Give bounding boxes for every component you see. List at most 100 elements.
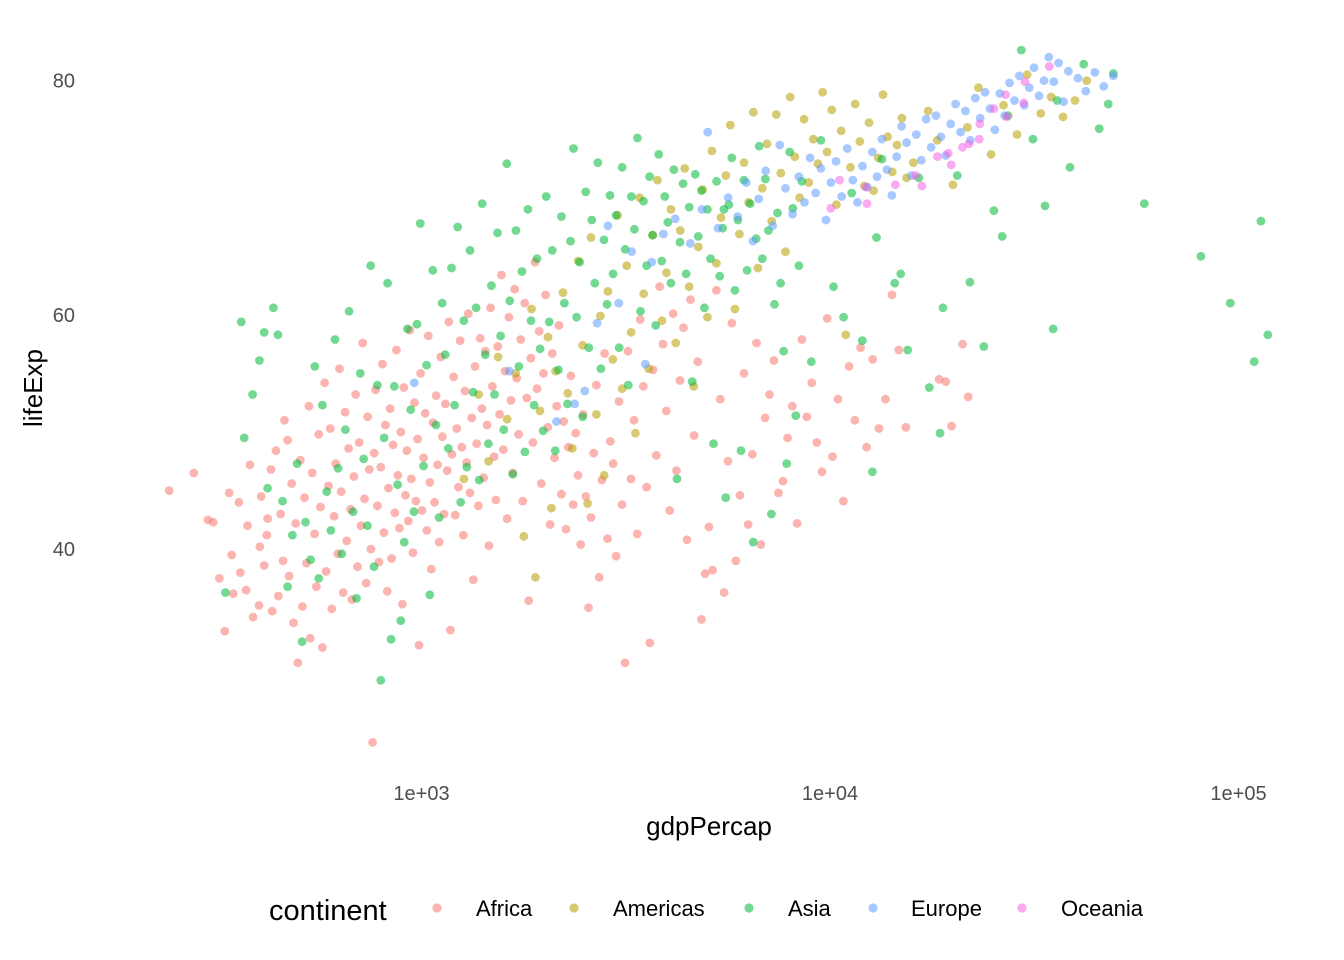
data-point bbox=[1016, 45, 1026, 55]
data-point bbox=[470, 362, 480, 371]
data-point bbox=[653, 175, 662, 185]
data-point bbox=[853, 198, 862, 207]
data-point bbox=[678, 179, 688, 189]
data-point bbox=[785, 147, 795, 157]
legend-item-oceania: Oceania bbox=[1017, 896, 1144, 921]
data-point bbox=[946, 119, 956, 129]
data-point bbox=[245, 460, 255, 470]
data-point bbox=[902, 138, 911, 148]
data-point bbox=[835, 175, 844, 185]
data-point bbox=[617, 162, 627, 172]
data-point bbox=[791, 411, 801, 420]
data-point bbox=[662, 268, 671, 278]
data-point bbox=[584, 603, 593, 613]
data-point bbox=[437, 298, 447, 308]
data-point bbox=[941, 377, 951, 386]
data-point bbox=[532, 254, 542, 263]
data-point bbox=[719, 588, 729, 597]
data-point bbox=[450, 400, 459, 410]
data-point bbox=[672, 466, 681, 476]
data-point bbox=[850, 99, 860, 109]
data-point bbox=[1044, 52, 1054, 62]
data-point bbox=[703, 127, 713, 137]
data-point bbox=[951, 99, 960, 109]
data-point bbox=[1022, 70, 1032, 80]
data-point bbox=[316, 502, 325, 512]
data-point bbox=[754, 194, 764, 204]
data-point bbox=[608, 269, 618, 279]
data-point bbox=[586, 233, 596, 242]
data-point bbox=[850, 415, 860, 425]
data-point bbox=[684, 202, 694, 212]
data-point bbox=[697, 205, 707, 214]
data-point bbox=[1070, 96, 1080, 105]
legend: Africa Americas Asia Europe Oceania bbox=[432, 896, 1144, 921]
data-point bbox=[522, 393, 532, 403]
data-point bbox=[943, 148, 953, 158]
data-point bbox=[679, 323, 688, 333]
data-point bbox=[208, 517, 218, 527]
data-point bbox=[892, 140, 902, 150]
x-tick-label: 1e+05 bbox=[1210, 783, 1266, 805]
data-point bbox=[716, 213, 726, 223]
data-point bbox=[468, 387, 478, 397]
data-point bbox=[756, 540, 766, 549]
data-point bbox=[848, 175, 858, 185]
data-point bbox=[573, 470, 583, 480]
data-point bbox=[640, 359, 650, 369]
data-point bbox=[403, 324, 412, 334]
data-point bbox=[933, 152, 942, 162]
data-point bbox=[704, 522, 714, 532]
legend-key bbox=[868, 903, 878, 913]
data-point bbox=[911, 171, 920, 180]
data-point bbox=[1090, 68, 1100, 77]
data-point bbox=[693, 242, 703, 252]
data-point bbox=[689, 431, 699, 440]
legend-label: Europe bbox=[911, 896, 982, 921]
data-point bbox=[563, 399, 572, 409]
data-point bbox=[878, 90, 888, 99]
data-point bbox=[975, 119, 985, 129]
data-point bbox=[931, 111, 941, 121]
data-point bbox=[964, 139, 974, 149]
data-point bbox=[455, 336, 465, 345]
data-point bbox=[475, 333, 485, 343]
data-point bbox=[528, 438, 538, 447]
data-point bbox=[527, 304, 536, 314]
data-point bbox=[700, 569, 710, 579]
data-point bbox=[989, 104, 999, 114]
data-point bbox=[355, 369, 365, 378]
data-point bbox=[666, 278, 676, 288]
data-point bbox=[511, 226, 521, 235]
data-point bbox=[340, 407, 350, 417]
data-point bbox=[318, 643, 327, 652]
data-point bbox=[620, 658, 630, 668]
data-point bbox=[629, 415, 639, 425]
data-point bbox=[762, 139, 772, 149]
data-point bbox=[836, 126, 846, 136]
data-point bbox=[592, 380, 601, 390]
data-point bbox=[385, 404, 395, 413]
data-point bbox=[381, 420, 390, 430]
data-point bbox=[398, 599, 407, 609]
data-point bbox=[805, 153, 815, 163]
data-point bbox=[952, 171, 962, 180]
data-point bbox=[526, 353, 536, 363]
data-point bbox=[611, 210, 621, 220]
data-point bbox=[269, 303, 278, 313]
data-point bbox=[829, 282, 838, 292]
data-point bbox=[482, 420, 492, 430]
data-point bbox=[504, 312, 514, 322]
data-point bbox=[450, 510, 460, 520]
data-point bbox=[924, 383, 934, 392]
data-point bbox=[675, 226, 685, 235]
data-point bbox=[221, 588, 230, 597]
data-point bbox=[529, 400, 539, 410]
data-point bbox=[235, 568, 245, 577]
data-point bbox=[559, 417, 569, 426]
x-tick-label: 1e+03 bbox=[393, 783, 449, 805]
data-point bbox=[581, 492, 591, 501]
data-point bbox=[896, 269, 906, 279]
data-point bbox=[897, 121, 906, 131]
